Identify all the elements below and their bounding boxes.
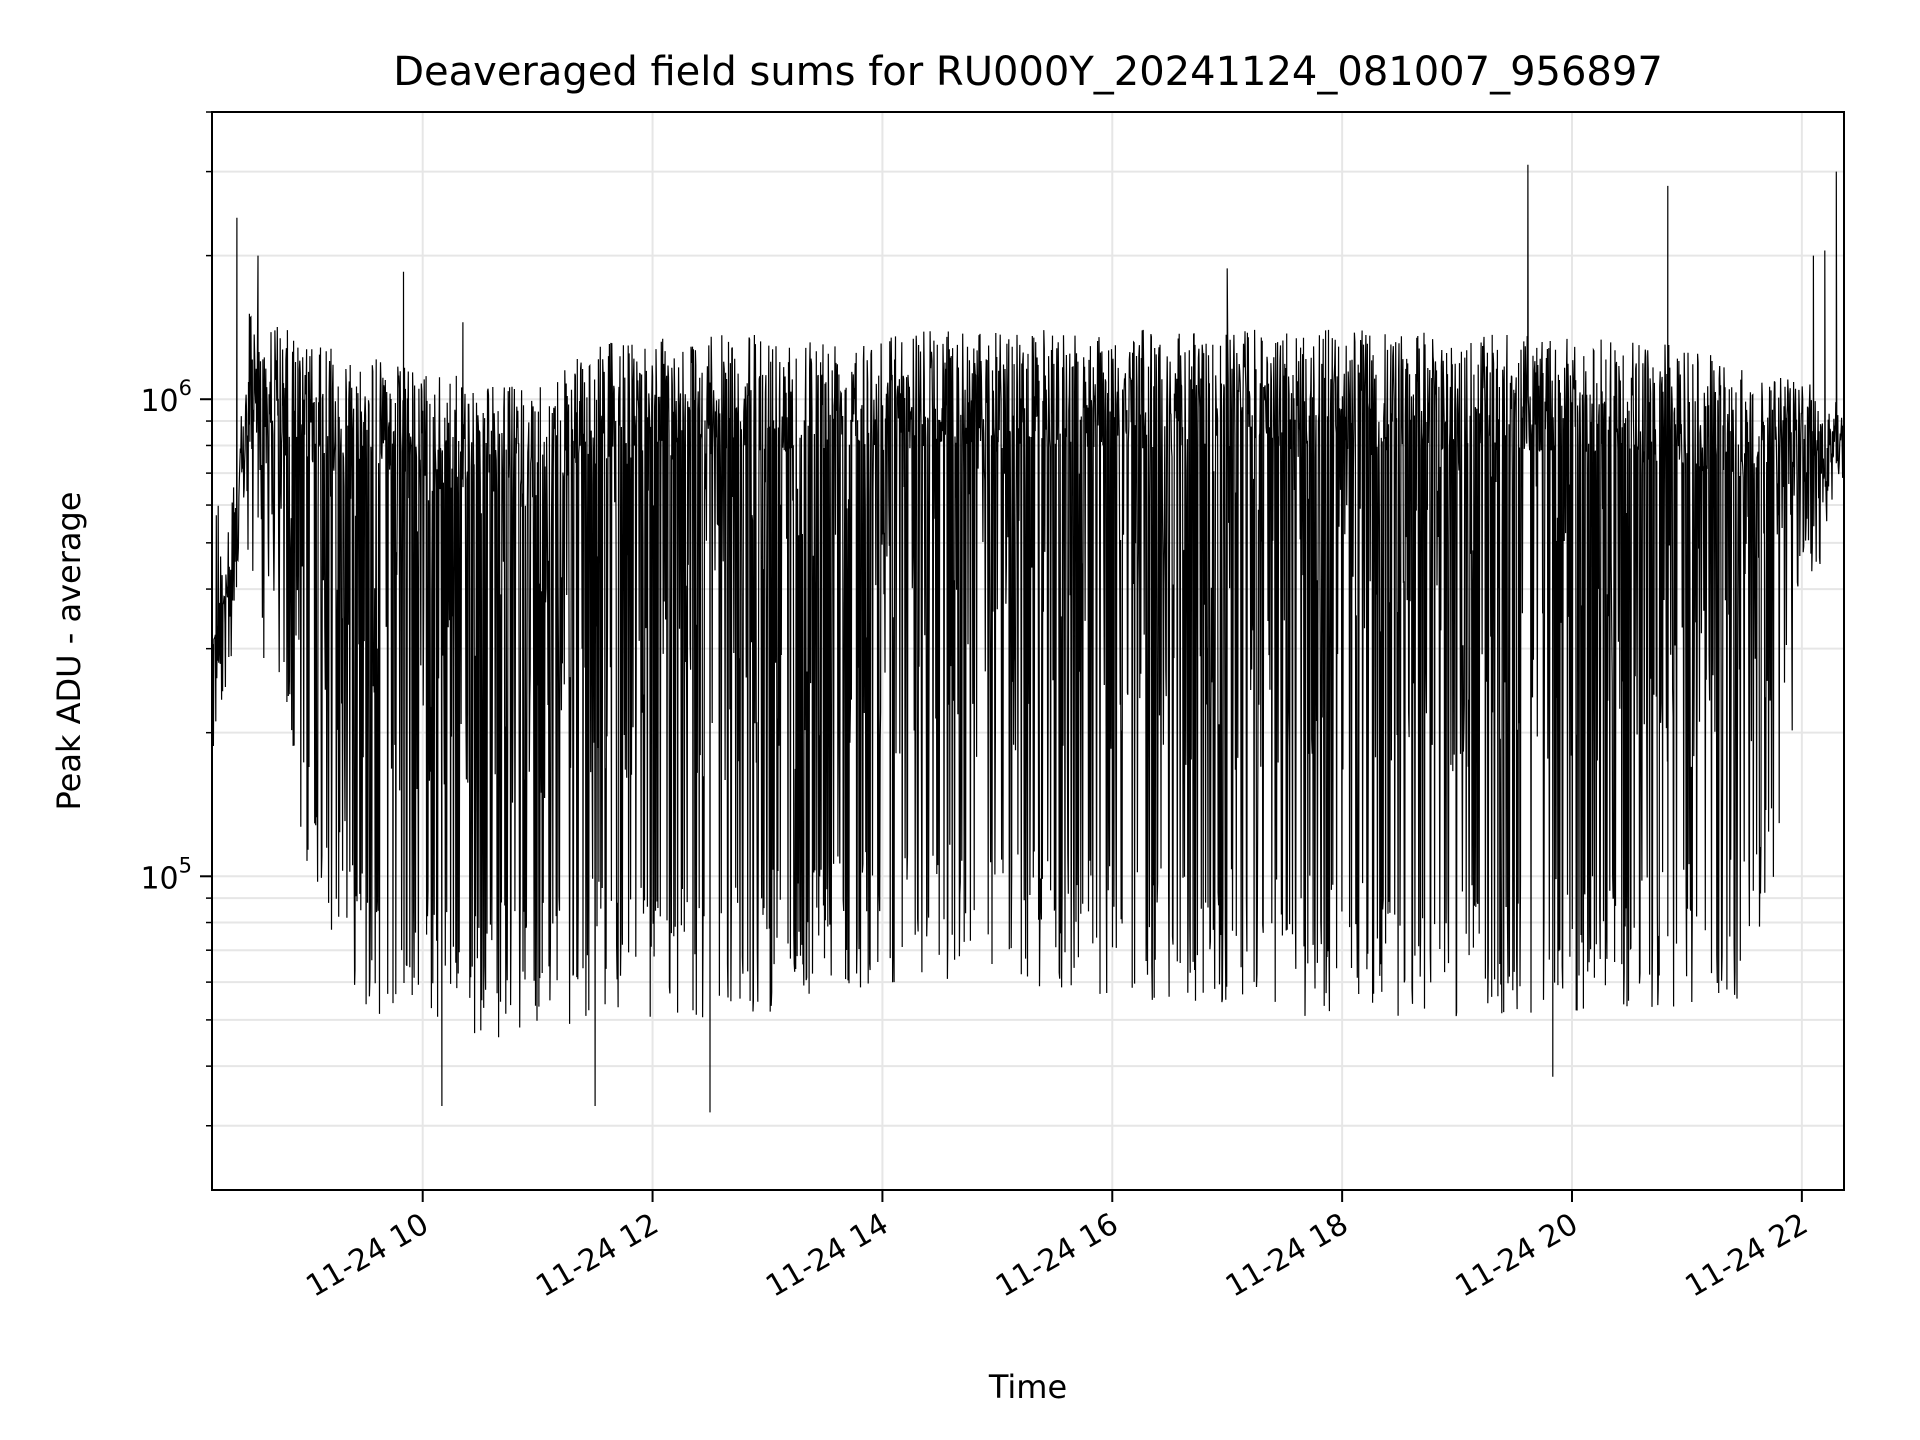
chart-title: Deaveraged field sums for RU000Y_2024112… bbox=[393, 49, 1663, 95]
y-tick-label: 105 bbox=[140, 853, 192, 896]
y-axis-title: Peak ADU - average bbox=[50, 492, 88, 811]
data-series-path bbox=[211, 164, 1845, 1148]
y-tick-label: 106 bbox=[140, 376, 192, 419]
series-line bbox=[211, 164, 1845, 1148]
plot-frame bbox=[211, 111, 1845, 1191]
x-axis-title: Time bbox=[988, 1368, 1067, 1406]
